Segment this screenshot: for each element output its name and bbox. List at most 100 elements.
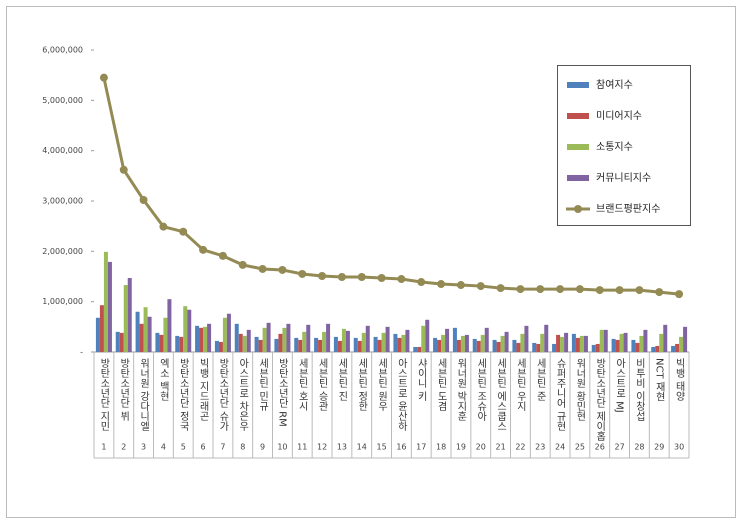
x-tick-label: 방탄소년단 정국 xyxy=(177,358,189,432)
bar xyxy=(659,333,664,352)
x-tick-label: 세븐틴 민규 xyxy=(257,358,269,412)
bar xyxy=(143,307,148,352)
legend-label: 참여지수 xyxy=(596,79,633,91)
line-marker xyxy=(456,281,465,290)
legend-swatch xyxy=(567,175,589,181)
bar xyxy=(207,323,212,352)
bar xyxy=(520,333,525,352)
bar xyxy=(496,341,501,352)
bar xyxy=(472,338,477,352)
x-tick-label: 샤이니 키 xyxy=(415,358,427,402)
bar xyxy=(512,339,517,352)
x-tick-label: 방탄소년단 지민 xyxy=(98,358,110,431)
bar xyxy=(381,332,386,352)
bar xyxy=(302,331,307,352)
bar xyxy=(234,323,239,352)
bar xyxy=(524,325,529,352)
bar xyxy=(623,332,628,352)
bar xyxy=(564,332,569,352)
bar xyxy=(353,337,358,352)
y-tick-label: 3,000,000 xyxy=(42,197,83,206)
bar xyxy=(536,343,541,352)
bar xyxy=(651,346,656,352)
bar xyxy=(337,340,342,352)
bar xyxy=(214,340,219,352)
x-tick-label: 세븐틴 준 xyxy=(534,358,546,401)
bar xyxy=(639,335,644,352)
rank-label: 6 xyxy=(201,443,206,452)
bar xyxy=(218,341,223,352)
rank-label: 1 xyxy=(101,443,106,452)
bar xyxy=(516,342,521,352)
bar xyxy=(492,339,497,352)
bar xyxy=(441,334,446,352)
bar xyxy=(238,333,243,352)
x-tick-label: 아스트로 MJ xyxy=(614,358,626,413)
rank-label: 10 xyxy=(277,443,287,452)
x-tick-label: NCT 재현 xyxy=(653,358,665,402)
bar xyxy=(179,336,184,352)
line-marker xyxy=(437,280,446,289)
bar xyxy=(167,299,172,352)
bar xyxy=(341,328,346,352)
x-tick-label: 세븐틴 도겸 xyxy=(435,358,447,411)
y-tick-label: 4,000,000 xyxy=(42,146,83,155)
x-tick-label: 워너원 황민현 xyxy=(574,357,586,421)
rank-label: 29 xyxy=(654,443,664,452)
line-marker xyxy=(556,285,565,294)
bar xyxy=(671,345,676,352)
x-tick-label: 엑소 백현 xyxy=(157,358,169,401)
bar xyxy=(679,336,684,352)
bar xyxy=(540,333,545,352)
rank-label: 30 xyxy=(674,443,684,452)
rank-label: 27 xyxy=(614,443,624,452)
bar xyxy=(159,334,164,352)
rank-label: 15 xyxy=(376,443,386,452)
bar xyxy=(397,337,402,352)
rank-label: 14 xyxy=(357,443,367,452)
legend-swatch xyxy=(567,113,589,119)
bar xyxy=(595,343,600,352)
line-marker xyxy=(139,195,148,204)
rank-label: 23 xyxy=(535,443,545,452)
rank-label: 25 xyxy=(575,443,585,452)
bar xyxy=(635,342,640,352)
bar xyxy=(286,323,291,352)
bar xyxy=(278,333,283,352)
x-tick-label: 워너원 강다니엘 xyxy=(138,357,150,431)
bar xyxy=(203,326,208,352)
bar xyxy=(115,331,120,352)
x-tick-label: 세븐틴 우지 xyxy=(514,358,526,412)
line-marker xyxy=(536,285,545,294)
rank-label: 16 xyxy=(396,443,406,452)
line-marker xyxy=(258,264,267,273)
line-marker xyxy=(516,285,525,294)
bar xyxy=(571,333,576,352)
rank-label: 12 xyxy=(317,443,327,452)
bar xyxy=(456,339,461,352)
bar xyxy=(246,329,251,352)
bar xyxy=(262,327,267,352)
bar xyxy=(135,311,140,352)
rank-label: 28 xyxy=(634,443,644,452)
bar xyxy=(103,251,108,352)
bar xyxy=(643,329,648,352)
line-marker xyxy=(218,251,227,260)
bar xyxy=(599,329,604,352)
bar xyxy=(242,335,247,352)
x-tick-label: 세븐틴 승관 xyxy=(316,358,328,411)
line-marker xyxy=(397,275,406,284)
bar xyxy=(155,332,160,352)
line-marker xyxy=(476,282,485,291)
bar xyxy=(579,335,584,352)
bar xyxy=(413,346,418,352)
bar xyxy=(282,327,287,352)
x-tick-label: 아스트로 윤산하 xyxy=(395,358,407,432)
line-marker xyxy=(655,288,664,297)
line-marker xyxy=(238,260,247,269)
bar xyxy=(417,346,422,352)
line-marker xyxy=(615,286,624,295)
bar xyxy=(631,339,636,352)
bar xyxy=(139,323,144,352)
y-tick-label: 1,000,000 xyxy=(42,297,83,306)
